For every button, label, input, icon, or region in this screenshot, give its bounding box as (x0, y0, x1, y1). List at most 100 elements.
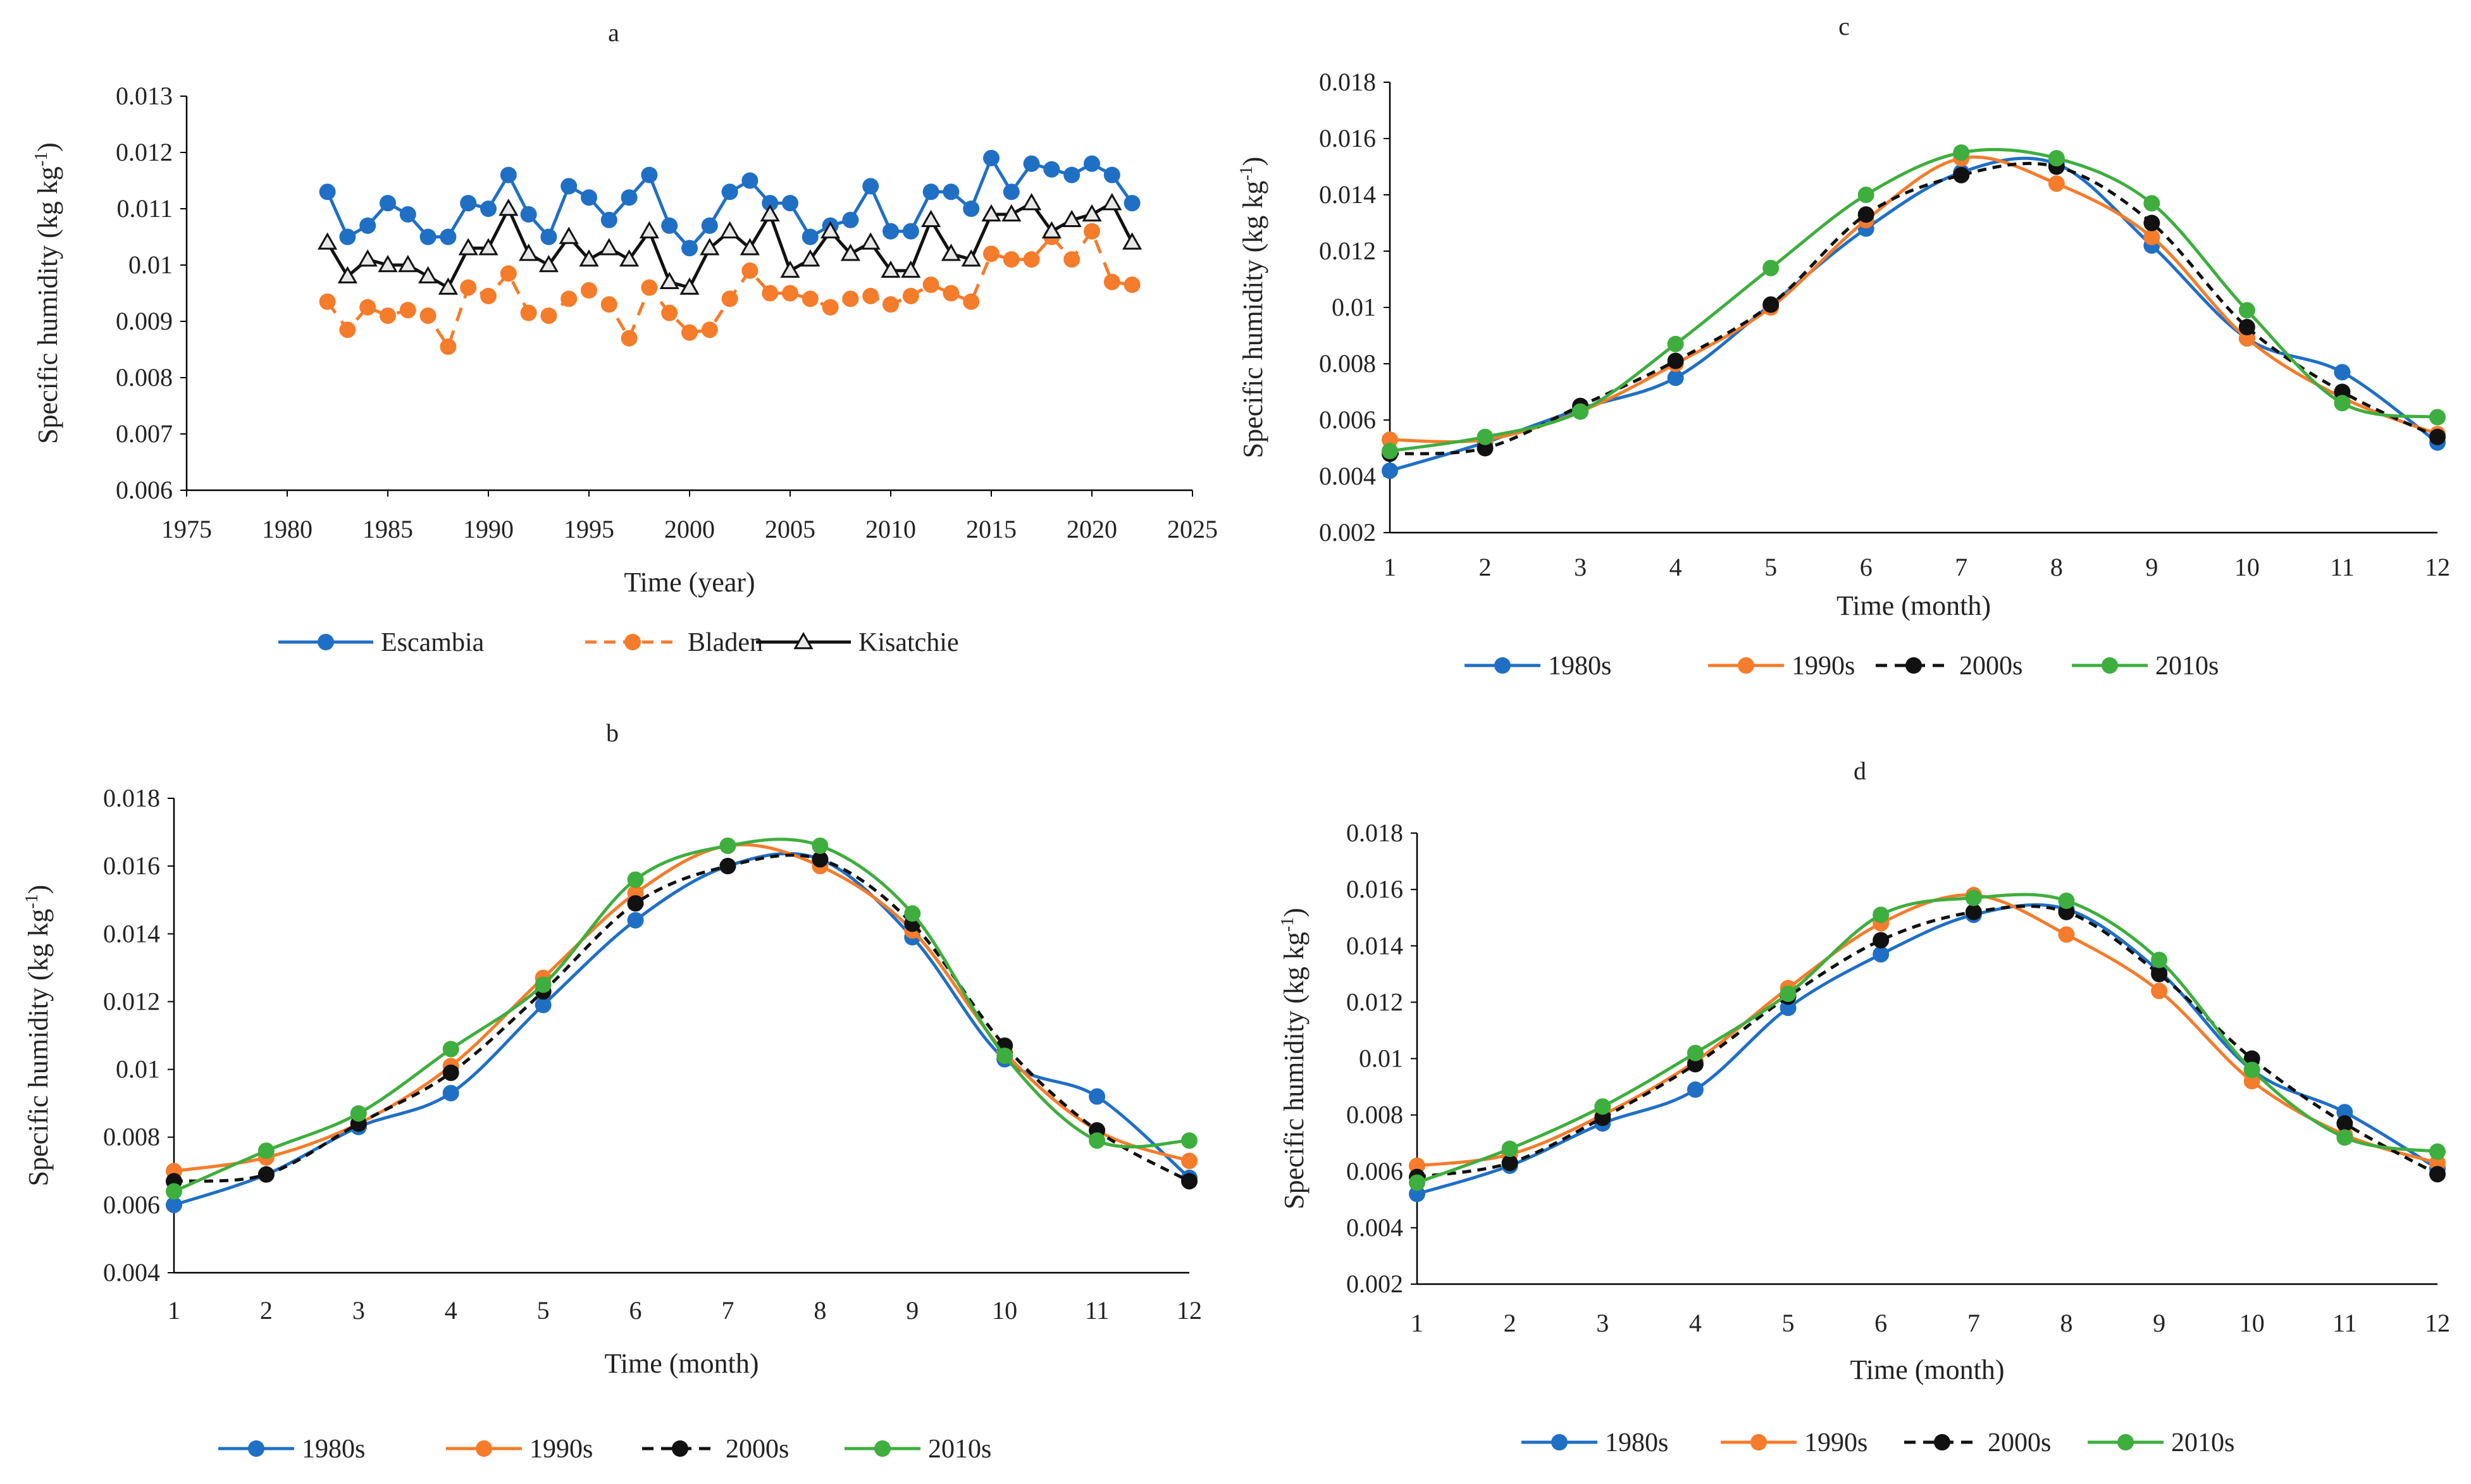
data-point-escambia (480, 201, 497, 217)
data-point-bladen (500, 265, 517, 282)
x-tick-label: 5 (1764, 553, 1777, 581)
data-point-2000s (2243, 1050, 2260, 1067)
data-point-kisatchie (961, 249, 981, 267)
data-point-1990s (2048, 175, 2065, 192)
x-tick-label: 9 (2145, 553, 2158, 581)
data-point-bladen (1023, 251, 1040, 268)
y-axis-title-sup: -1 (32, 152, 51, 166)
y-tick-label: 0.012 (1346, 987, 1403, 1016)
data-point-2010s (2048, 150, 2065, 167)
legend-swatch-marker (1494, 657, 1511, 674)
legend-entry-label: 2000s (726, 1435, 789, 1464)
legend-swatch-marker (1750, 1434, 1767, 1450)
panel-c: c 0.002 0.004 0.006 0.008 0.01 0.012 0.014 0.016… (1237, 12, 2450, 681)
data-point-bladen (600, 296, 617, 313)
y-tick-label: 0.008 (116, 363, 173, 392)
x-tick-label: 2 (260, 1296, 273, 1325)
data-point-1990s (2058, 926, 2075, 943)
data-point-2010s (2429, 1143, 2446, 1160)
data-point-kisatchie (941, 244, 961, 261)
data-point-escambia (1103, 166, 1120, 183)
data-point-escambia (681, 240, 698, 257)
x-tick-label: 7 (1967, 1309, 1980, 1337)
legend-entry-label: 2010s (2171, 1428, 2234, 1457)
legend-entry-label: 1980s (302, 1435, 365, 1464)
legend-entry-label: Escambia (381, 628, 485, 657)
data-point-escambia (600, 211, 617, 228)
series-bladen (319, 223, 1141, 356)
y-tick-label: 0.01 (116, 1055, 160, 1084)
panel-b-title: b (606, 719, 619, 747)
y-tick-label: 0.007 (116, 419, 173, 448)
data-point-escambia (741, 172, 759, 189)
data-point-bladen (983, 245, 1000, 263)
x-tick-label: 3 (1596, 1309, 1609, 1337)
data-point-1980s (1382, 462, 1398, 479)
y-axis-title-tail: ) (32, 142, 63, 152)
legend-swatch-marker (2117, 1434, 2134, 1450)
data-point-2000s (627, 895, 644, 912)
x-tick-label: 4 (1669, 553, 1682, 581)
data-point-1980s (1873, 946, 1890, 963)
legend-entry-label: 2000s (1959, 652, 2022, 681)
series-1980s (166, 851, 1198, 1213)
x-tick-label: 2010 (865, 515, 916, 543)
data-point-2000s (2238, 319, 2255, 336)
data-point-bladen (882, 296, 899, 313)
y-tick-label: 0.01 (128, 250, 173, 279)
data-point-bladen (319, 293, 336, 310)
data-point-2010s (1181, 1132, 1198, 1149)
data-point-bladen (480, 287, 497, 304)
data-point-2010s (719, 838, 736, 854)
data-point-1980s (1089, 1088, 1106, 1105)
data-point-2010s (1501, 1141, 1518, 1158)
y-tick-label: 0.004 (103, 1258, 160, 1287)
x-tick-label: 1990 (463, 515, 514, 543)
y-tick-label: 0.014 (1319, 180, 1376, 209)
x-axis-title: Time (month) (1850, 1354, 2004, 1385)
data-point-bladen (540, 307, 557, 325)
data-point-kisatchie (478, 238, 499, 256)
legend-swatch-marker (1738, 657, 1754, 674)
data-point-1990s (2243, 1073, 2260, 1090)
data-point-1990s (2429, 1154, 2446, 1172)
y-axis-title-sup: -1 (22, 894, 42, 908)
legend-entry-label: 1980s (1605, 1428, 1668, 1457)
y-tick-label: 0.014 (1346, 931, 1403, 960)
data-point-1980s (2334, 364, 2351, 381)
legend-entry-label: Bladen (688, 628, 763, 657)
y-tick-label: 0.012 (116, 138, 173, 166)
y-tick-label: 0.01 (1332, 293, 1376, 321)
data-point-escambia (701, 217, 718, 234)
x-tick-label: 1985 (362, 515, 413, 543)
data-point-1980s (1780, 999, 1797, 1017)
data-point-escambia (1063, 166, 1081, 183)
y-tick-label: 0.014 (103, 919, 160, 948)
data-point-2000s (1965, 903, 1982, 920)
data-point-escambia (762, 195, 779, 212)
data-point-bladen (802, 290, 819, 307)
data-point-bladen (963, 293, 980, 310)
data-point-escambia (500, 166, 517, 183)
data-point-bladen (1124, 276, 1141, 294)
legend-a: Escambia Bladen Kisatchie (278, 628, 959, 657)
data-point-escambia (1023, 155, 1040, 172)
y-tick-label: 0.018 (1319, 68, 1376, 96)
data-point-2010s (1477, 428, 1494, 445)
data-point-2000s (1953, 166, 1970, 183)
data-point-escambia (1043, 161, 1060, 178)
data-point-escambia (359, 217, 376, 234)
data-point-escambia (560, 178, 578, 195)
legend-swatch-marker (318, 634, 334, 650)
data-point-escambia (460, 195, 477, 212)
data-point-escambia (399, 206, 416, 223)
data-point-1990s (1181, 1153, 1198, 1170)
data-point-bladen (419, 307, 437, 325)
legend-swatch-marker (874, 1440, 891, 1457)
data-point-escambia (440, 228, 457, 245)
legend-entry-label: 1990s (1804, 1428, 1867, 1457)
data-point-escambia (661, 217, 678, 234)
y-axis-title-main: Specific humidity (kg kg (1237, 181, 1268, 459)
data-point-2010s (1382, 442, 1398, 459)
